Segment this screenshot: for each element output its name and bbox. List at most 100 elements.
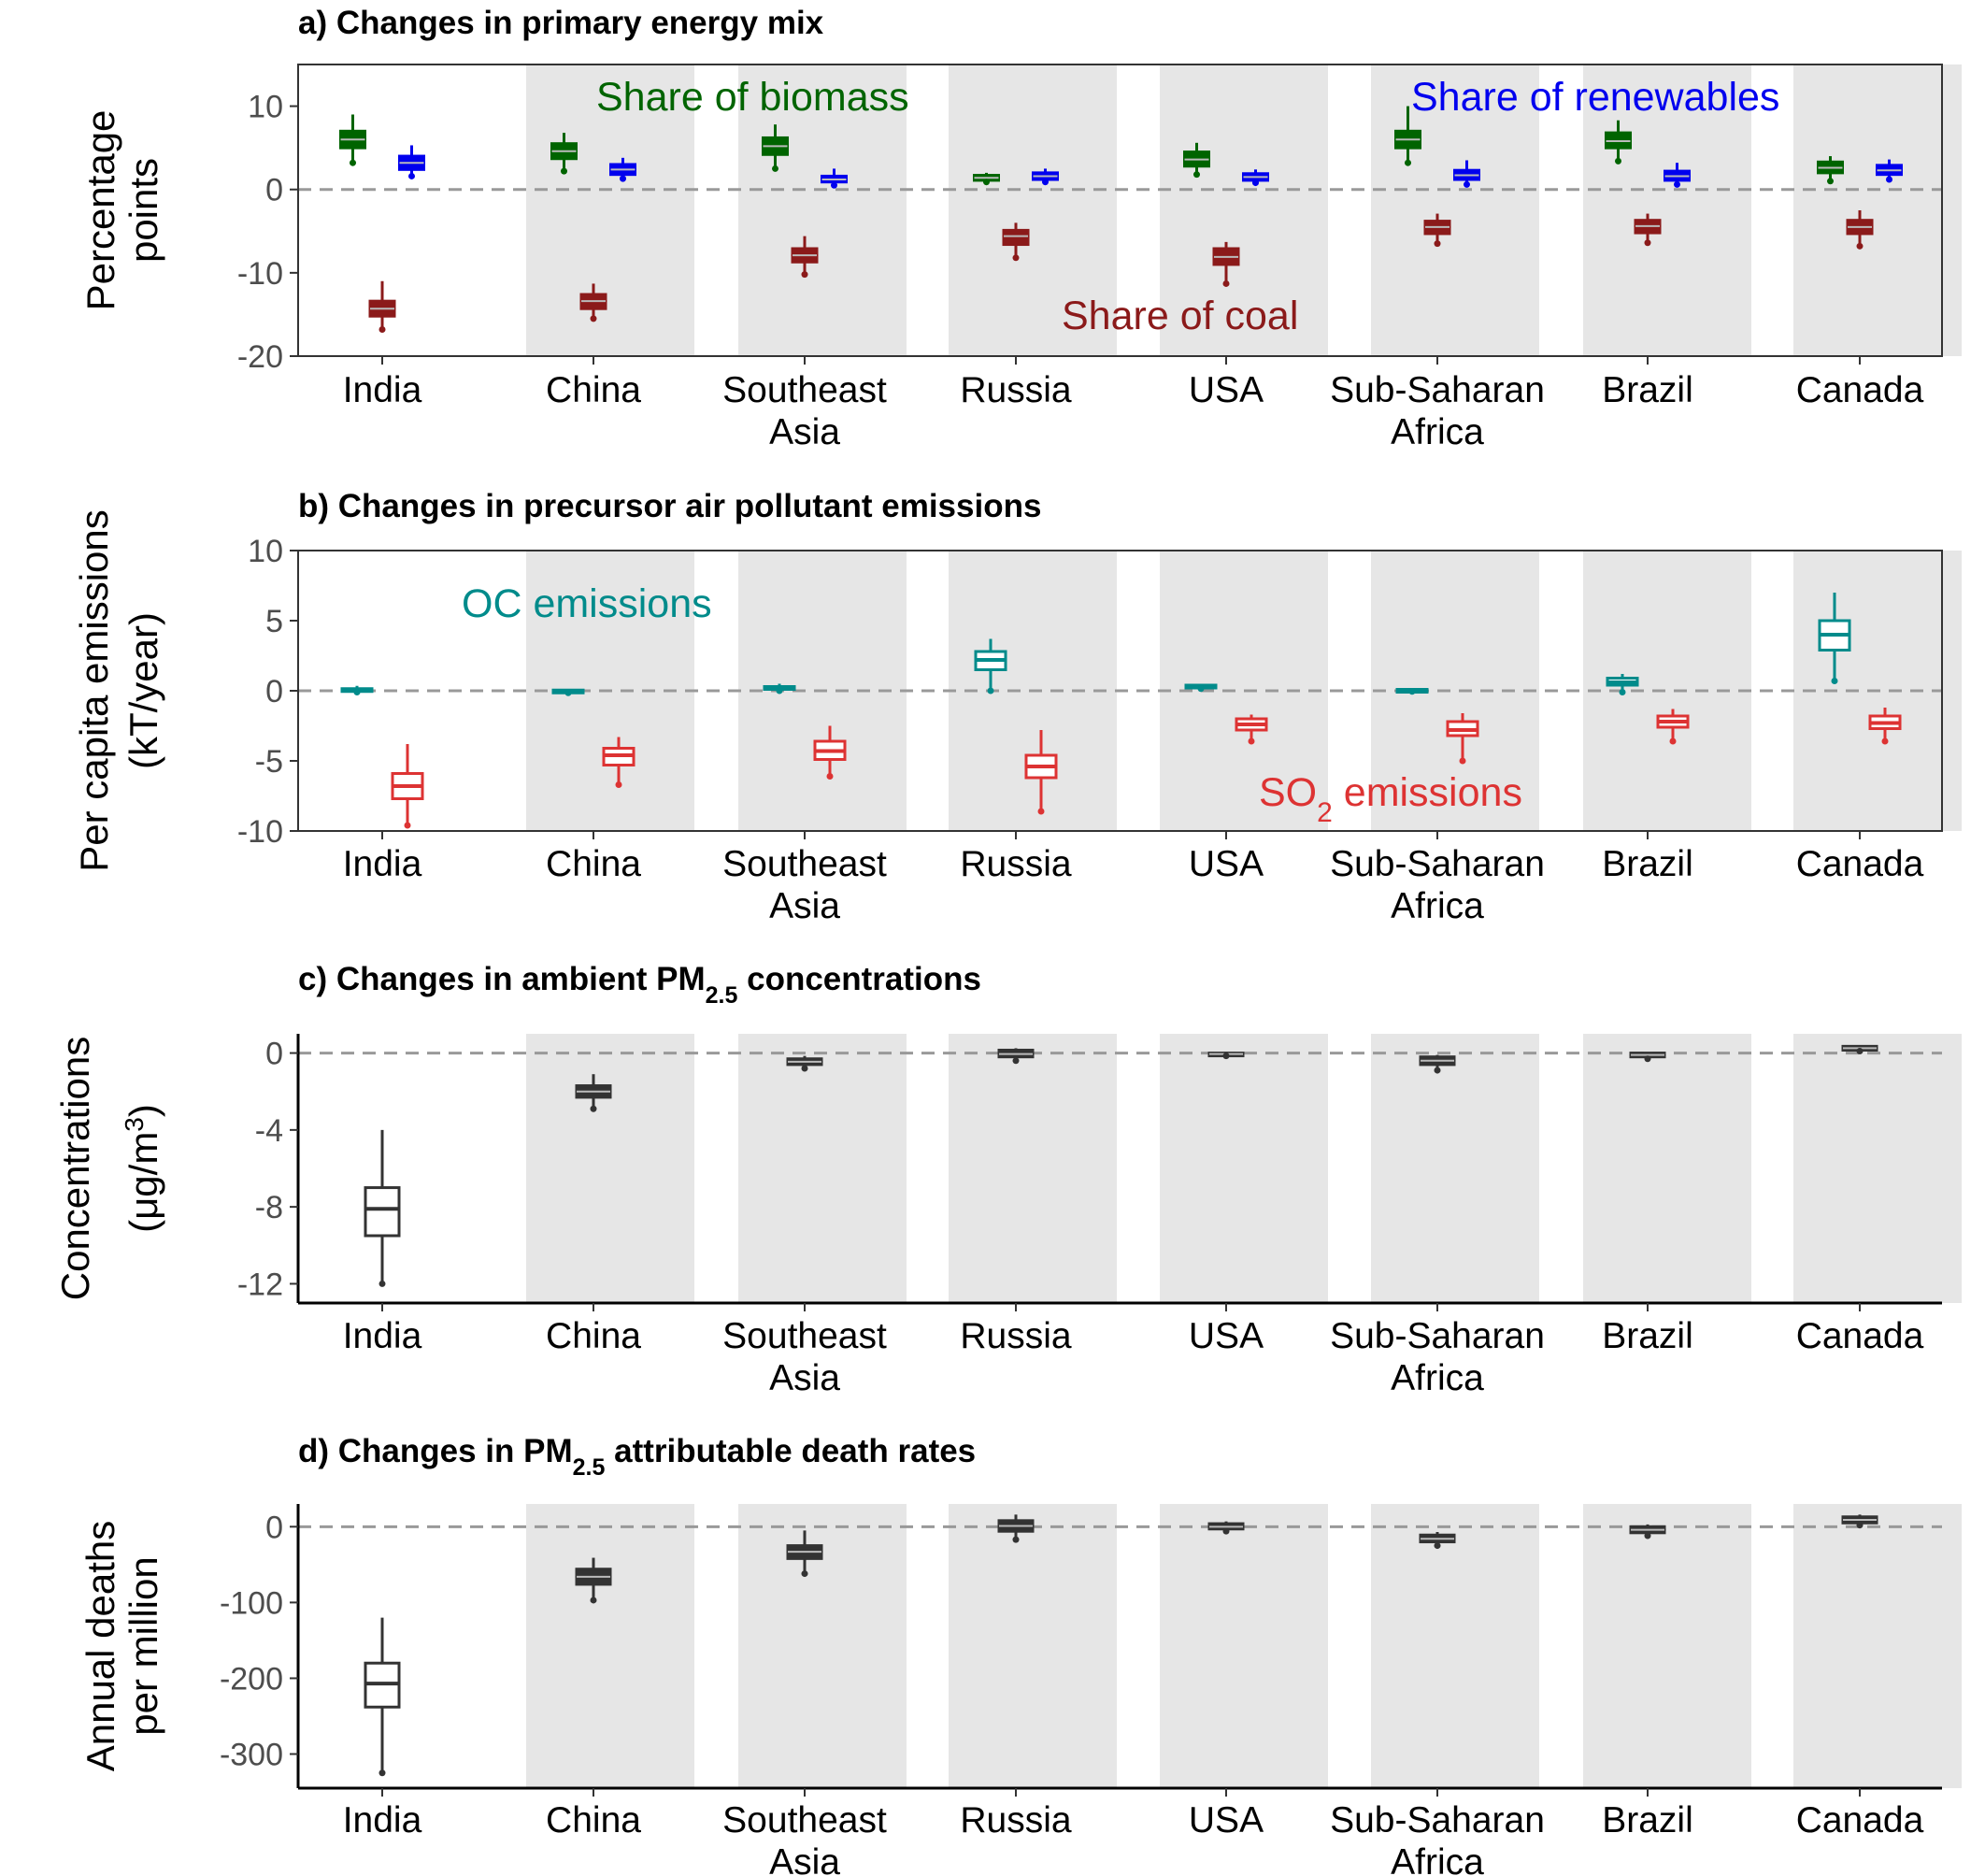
y-tick-label: 0 <box>265 1037 283 1072</box>
box-outlier <box>1856 1048 1864 1055</box>
box-outlier <box>590 315 597 322</box>
box-outlier <box>1464 180 1470 188</box>
box-3-2 <box>1002 222 1030 262</box>
x-tick-label: India <box>343 844 422 884</box>
category-band <box>1160 1504 1328 1788</box>
box-7-1 <box>1868 708 1902 745</box>
panel-title: a) Changes in primary energy mix <box>298 5 824 41</box>
y-axis-label: Concentrations (μg/m3) <box>53 1037 165 1301</box>
category-band <box>738 1034 907 1303</box>
category-band <box>1583 1034 1751 1303</box>
box-6-0 <box>1629 1524 1666 1539</box>
y-tick-label: -4 <box>255 1113 283 1149</box>
box-0-1 <box>391 744 424 829</box>
svg-text:(μg/m3): (μg/m3) <box>120 1104 166 1233</box>
box-outlier <box>404 822 411 829</box>
category-band <box>1793 1504 1962 1788</box>
box-2-2 <box>791 236 819 279</box>
x-tick-label: China <box>546 370 641 410</box>
series-annotation: Share of coal <box>1062 294 1298 338</box>
box-1-2 <box>579 283 607 322</box>
x-tick-label: Africa <box>1391 1842 1484 1876</box>
box-7-1 <box>1876 159 1903 183</box>
panel-title: d) Changes in PM2.5 attributable death r… <box>298 1433 976 1481</box>
box-2-1 <box>821 168 848 189</box>
box-0-0 <box>340 685 374 695</box>
category-band <box>949 1034 1117 1303</box>
box-outlier <box>1252 179 1259 187</box>
box-outlier <box>1856 242 1864 250</box>
category-band <box>738 64 907 356</box>
x-tick-label: India <box>343 1800 422 1840</box>
x-tick-label: China <box>546 844 641 884</box>
box-0-0 <box>364 1129 401 1287</box>
svg-text:Per capita emissions: Per capita emissions <box>72 509 116 872</box>
y-tick-label: -5 <box>255 744 283 780</box>
box-1-1 <box>602 737 635 788</box>
box-outlier <box>1831 678 1838 684</box>
y-tick-label: 0 <box>265 1510 283 1545</box>
x-tick-label: Sub-Saharan <box>1330 1316 1545 1356</box>
box-4-2 <box>1212 241 1240 287</box>
x-tick-label: Asia <box>769 1358 840 1398</box>
box-outlier <box>564 689 572 696</box>
box-outlier <box>1644 1532 1651 1539</box>
x-tick-label: Asia <box>769 886 840 926</box>
box-outlier <box>1644 1055 1651 1063</box>
box-outlier <box>1434 1067 1441 1074</box>
box-2-0 <box>762 124 789 172</box>
category-band <box>1160 64 1328 356</box>
svg-text:(kT/year): (kT/year) <box>121 612 165 769</box>
box-outlier <box>1222 1527 1230 1535</box>
box-outlier <box>378 1769 386 1777</box>
x-tick-label: Asia <box>769 412 840 452</box>
x-tick-label: Southeast <box>722 370 887 410</box>
svg-text:Percentage: Percentage <box>79 110 122 311</box>
box-5-0 <box>1419 1531 1456 1550</box>
box-outlier <box>353 689 361 695</box>
svg-text:per million: per million <box>121 1556 165 1735</box>
category-band <box>949 1504 1117 1788</box>
x-tick-label: Canada <box>1796 370 1924 410</box>
box-outlier <box>1197 685 1205 693</box>
box-outlier <box>983 179 990 186</box>
category-band <box>1583 1504 1751 1788</box>
box-outlier <box>1037 808 1045 815</box>
series-annotation: SO2 emissions <box>1259 770 1522 828</box>
series-annotation: Share of renewables <box>1411 75 1779 120</box>
box-outlier <box>1886 176 1892 183</box>
y-tick-label: -10 <box>237 256 283 292</box>
box-3-0 <box>973 172 1000 186</box>
box-outlier <box>1222 1053 1230 1060</box>
y-tick-label: 10 <box>248 90 283 125</box>
category-band <box>526 1034 694 1303</box>
panel-title: b) Changes in precursor air pollutant em… <box>298 488 1041 524</box>
box-0-0 <box>339 114 366 166</box>
x-tick-label: Asia <box>769 1842 840 1876</box>
box-6-2 <box>1634 213 1662 247</box>
category-band <box>1371 64 1539 356</box>
x-tick-label: Canada <box>1796 844 1924 884</box>
category-band <box>1793 64 1962 356</box>
x-tick-label: Southeast <box>722 844 887 884</box>
x-tick-label: Africa <box>1391 1358 1484 1398</box>
box-7-0 <box>1841 1514 1878 1529</box>
box-7-2 <box>1846 210 1874 250</box>
box-outlier <box>776 687 783 695</box>
box-outlier <box>831 181 837 189</box>
box-6-0 <box>1606 674 1639 695</box>
box-outlier <box>615 781 622 788</box>
box-outlier <box>590 1597 597 1604</box>
box-3-0 <box>997 1514 1035 1543</box>
y-axis-label: Annual deaths per million <box>79 1521 165 1772</box>
x-tick-label: India <box>343 1316 422 1356</box>
box-outlier <box>590 1105 597 1112</box>
box-outlier <box>1856 1522 1864 1529</box>
category-band <box>949 64 1117 356</box>
x-tick-label: India <box>343 370 422 410</box>
x-tick-label: Canada <box>1796 1316 1924 1356</box>
box-outlier <box>561 167 567 175</box>
